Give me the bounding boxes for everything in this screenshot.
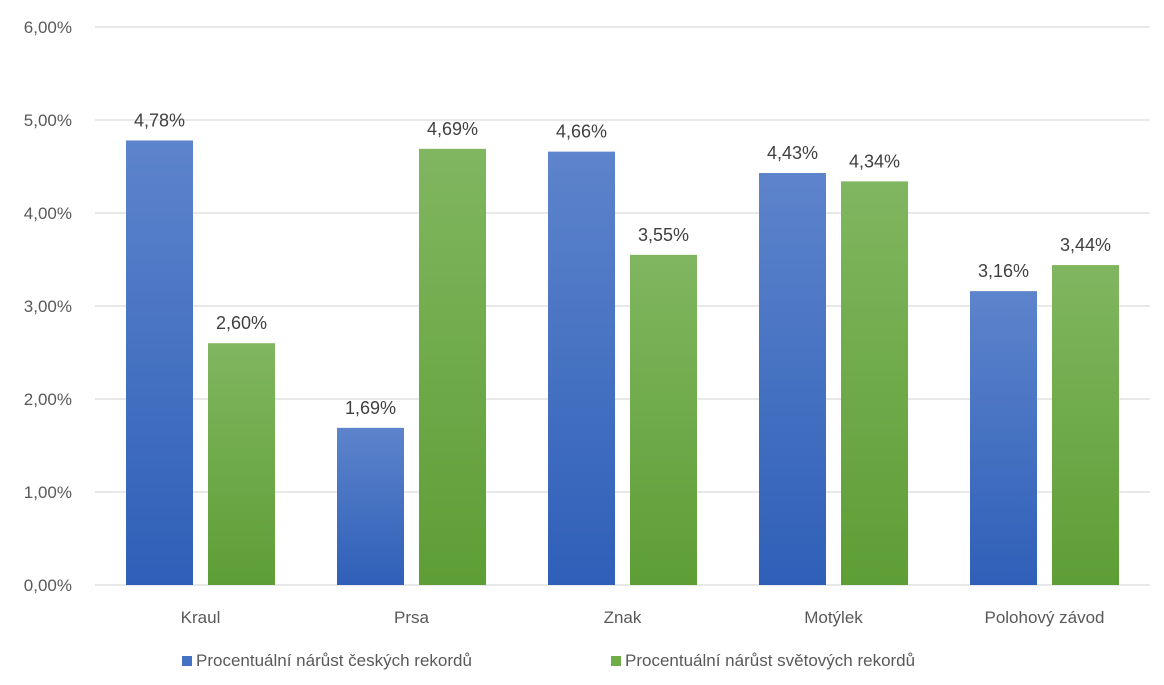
y-tick-label: 6,00% [24,18,72,37]
x-category-label: Motýlek [804,608,863,627]
legend-label: Procentuální nárůst českých rekordů [196,651,472,670]
bar [208,343,275,585]
bar [337,427,404,585]
data-label: 3,55% [638,225,689,245]
y-tick-label: 0,00% [24,576,72,595]
x-category-label: Prsa [394,608,430,627]
data-label: 4,69% [427,119,478,139]
data-label: 1,69% [345,398,396,418]
bar [841,181,908,585]
bars [126,140,1119,585]
x-category-label: Kraul [181,608,221,627]
y-tick-label: 2,00% [24,390,72,409]
legend-swatch [182,656,192,666]
bar [970,291,1037,585]
y-tick-label: 5,00% [24,111,72,130]
bar [630,254,697,585]
axes: 0,00% 1,00% 2,00% 3,00% 4,00% 5,00% 6,00% Kraul… [24,18,1105,627]
x-category-label: Znak [604,608,642,627]
bar [548,151,615,585]
bar [419,148,486,585]
bar [1052,265,1119,585]
x-category-label: Polohový závod [984,608,1104,627]
y-tick-label: 4,00% [24,204,72,223]
y-tick-label: 3,00% [24,297,72,316]
y-tick-label: 1,00% [24,483,72,502]
data-label: 4,34% [849,151,900,171]
data-label: 3,16% [978,261,1029,281]
bar [126,140,193,585]
data-label: 4,66% [556,122,607,142]
legend-swatch [611,656,621,666]
data-label: 3,44% [1060,235,1111,255]
data-label: 2,60% [216,313,267,333]
data-label: 4,78% [134,110,185,130]
data-labels: 4,78% 2,60% 1,69% 4,69% 4,66% 3,55% 4,43% 4,34%… [134,110,1111,417]
legend-label: Procentuální nárůst světových rekordů [625,651,915,670]
bar [759,173,826,585]
data-label: 4,43% [767,143,818,163]
legend: Procentuální nárůst českých rekordů Proce… [182,651,915,670]
